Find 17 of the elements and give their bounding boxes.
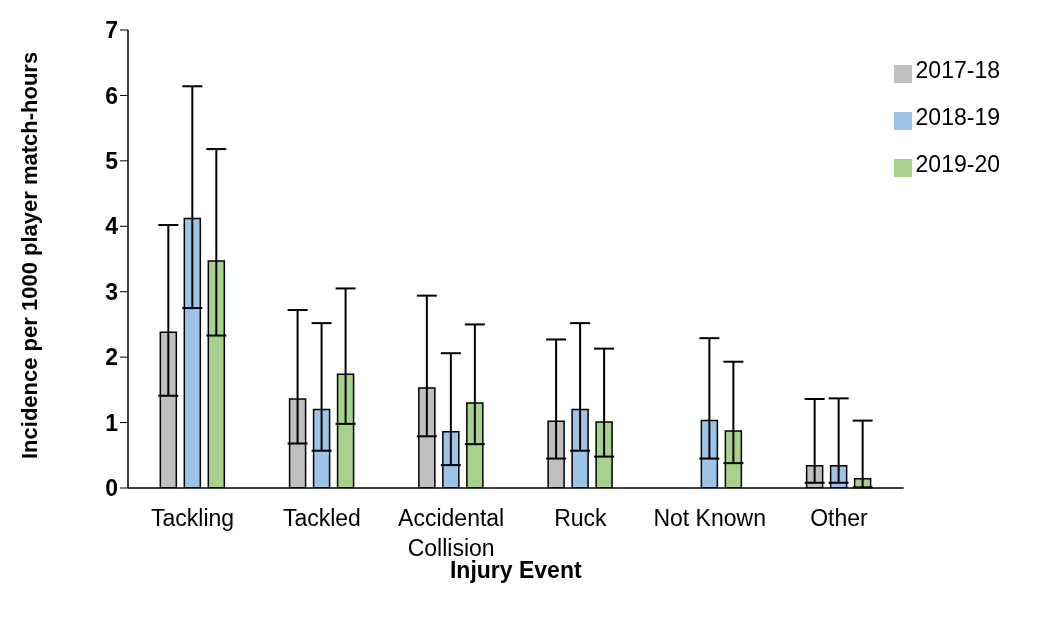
x-tick-label: Other [810,505,869,531]
x-tick-label: Not Known [653,505,766,531]
y-tick-label: 4 [105,213,119,240]
y-tick-label: 5 [105,148,119,175]
y-tick-label: 1 [105,409,119,436]
y-axis-title: Incidence per 1000 player match-hours [16,51,42,459]
legend-label: 2019-20 [915,151,1000,177]
y-tick-label: 6 [105,82,118,109]
legend-label: 2018-19 [915,104,1000,130]
y-tick-label: 2 [105,344,118,371]
y-tick-label: 3 [105,278,118,305]
x-tick-label: Tackling [151,505,235,531]
x-tick-label: Ruck [554,505,608,531]
y-tick-label: 7 [105,17,118,44]
y-tick-label: 0 [105,475,118,502]
legend-label: 2017-18 [915,57,1000,83]
x-tick-label: Tackled [282,505,361,531]
